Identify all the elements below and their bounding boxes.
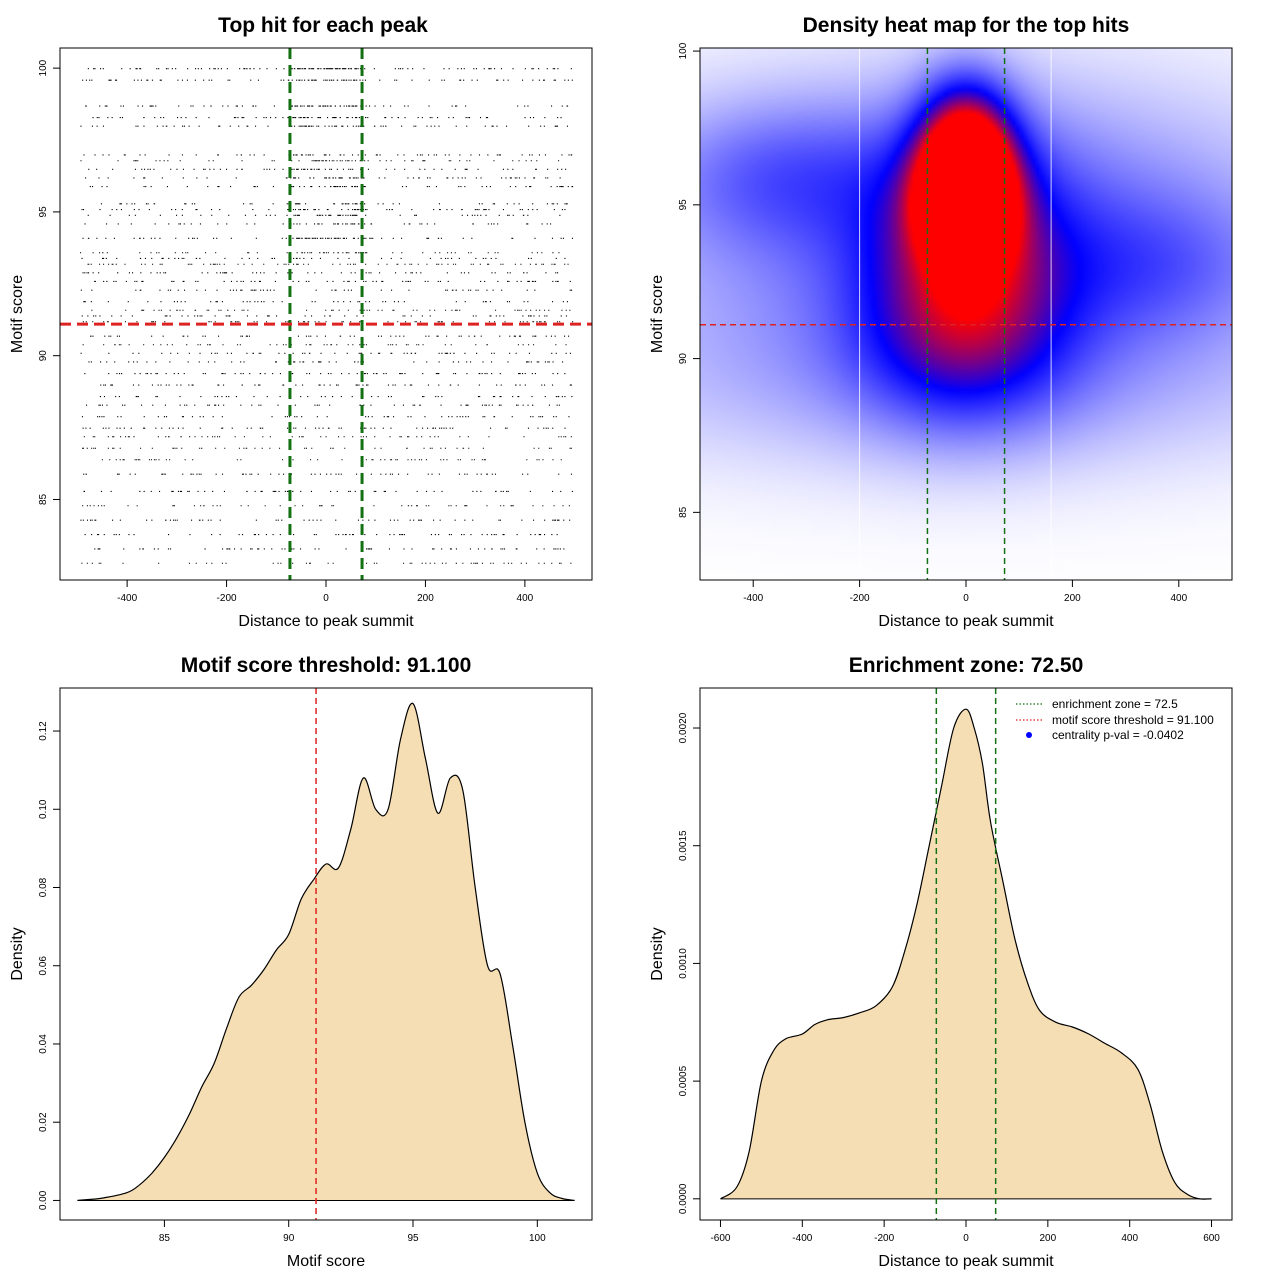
p-3-xtick-label: 200 (1040, 1233, 1057, 1244)
p-2-xtick-label: 95 (407, 1233, 419, 1244)
legend: enrichment zone = 72.5 motif score thres… (1016, 697, 1214, 742)
p-2-ytick-label: 0.12 (38, 721, 49, 741)
p-0-ytick-label: 100 (38, 59, 49, 76)
heatmap-ylabel: Motif score (649, 275, 666, 353)
heatmap-reference-lines (700, 48, 1232, 580)
score-density-title: Motif score threshold: 91.100 (181, 654, 472, 677)
p-1-ytick-label: 90 (678, 353, 689, 365)
heatmap-raster (700, 48, 1232, 580)
p-0-xtick-label: 200 (417, 593, 434, 604)
p-1-ytick-label: 95 (678, 199, 689, 211)
p-0-xtick-label: -400 (117, 593, 137, 604)
scatter-xlabel: Distance to peak summit (238, 613, 414, 630)
p-3-xtick-label: 400 (1121, 1233, 1138, 1244)
p-3-xtick-label: 0 (963, 1233, 969, 1244)
score-density-axes: 85 90 95 100 0.00 0.02 0.04 0.06 0.08 0.10 0.12 (38, 721, 546, 1244)
legend-centrality-dot (1026, 732, 1032, 738)
heatmap-title: Density heat map for the top hits (803, 14, 1130, 37)
p-3-ytick-label: 0.0015 (678, 830, 689, 861)
score-density-plot (77, 688, 575, 1220)
panel-score-density: Motif score threshold: 91.100 Motif scor… (9, 654, 593, 1270)
p-2-ytick-label: 0.06 (38, 956, 49, 976)
legend-zone-label: enrichment zone = 72.5 (1052, 697, 1178, 711)
panel-heatmap: Density heat map for the top hits Distan… (649, 14, 1233, 630)
scatter-reference-lines (60, 48, 592, 580)
p-1-xtick-label: 400 (1170, 593, 1187, 604)
density-curve (77, 702, 575, 1201)
panel-scatter: Top hit for each peak Distance to peak s… (9, 14, 593, 630)
heatmap-xlabel: Distance to peak summit (878, 613, 1054, 630)
p-3-ytick-label: 0.0010 (678, 948, 689, 979)
p-2-xtick-label: 85 (159, 1233, 171, 1244)
p-3-xtick-label: -400 (792, 1233, 812, 1244)
p-2-ytick-label: 0.00 (38, 1190, 49, 1210)
density-area (720, 709, 1212, 1200)
scatter-title: Top hit for each peak (218, 14, 428, 37)
distance-density-axes: -600 -400 -200 0 200 400 600 0.0000 0.0005 0.0010… (678, 712, 1220, 1244)
scatter-ylabel: Motif score (9, 275, 26, 353)
panel-distance-density: Enrichment zone: 72.50 Distance to peak … (649, 654, 1233, 1270)
heatmap-canvas (700, 48, 1232, 580)
p-1-xtick-label: -200 (850, 593, 870, 604)
score-density-ylabel: Density (9, 927, 26, 980)
scatter-axes: -400 -200 0 200 400 85 90 95 100 (38, 59, 534, 604)
distance-density-plot (720, 688, 1212, 1220)
p-1-xtick-label: 0 (963, 593, 969, 604)
p-2-ytick-label: 0.08 (38, 877, 49, 897)
p-1-xtick-label: -400 (743, 593, 763, 604)
p-3-xtick-label: -600 (710, 1233, 730, 1244)
p-2-ytick-label: 0.02 (38, 1112, 49, 1132)
p-3-xtick-label: 600 (1203, 1233, 1220, 1244)
p-0-xtick-label: 400 (517, 593, 534, 604)
p-3-ytick-label: 0.0020 (678, 712, 689, 743)
p-2-ytick-label: 0.04 (38, 1034, 49, 1054)
legend-threshold-label: motif score threshold = 91.100 (1052, 713, 1214, 727)
distance-density-title: Enrichment zone: 72.50 (849, 654, 1084, 677)
p-3-ytick-label: 0.0000 (678, 1183, 689, 1214)
distance-density-ylabel: Density (649, 927, 666, 980)
p-0-ytick-label: 85 (38, 493, 49, 505)
p-1-ytick-label: 85 (678, 506, 689, 518)
p-1-xtick-label: 200 (1064, 593, 1081, 604)
p-0-xtick-label: -200 (217, 593, 237, 604)
p-3-ytick-label: 0.0005 (678, 1065, 689, 1096)
p-0-ytick-label: 95 (38, 206, 49, 218)
p-1-ytick-label: 100 (678, 42, 689, 59)
p-2-xtick-label: 90 (283, 1233, 295, 1244)
density-area (77, 703, 575, 1201)
p-3-xtick-label: -200 (874, 1233, 894, 1244)
p-2-xtick-label: 100 (529, 1233, 546, 1244)
p-0-xtick-label: 0 (323, 593, 329, 604)
distance-density-xlabel: Distance to peak summit (878, 1253, 1054, 1270)
score-density-plot-frame (59, 687, 593, 1221)
p-2-ytick-label: 0.10 (38, 799, 49, 819)
legend-centrality-label: centrality p-val = -0.0402 (1052, 728, 1184, 742)
heatmap-axes: -400 -200 0 200 400 85 90 95 100 (678, 42, 1188, 604)
p-0-ytick-label: 90 (38, 350, 49, 362)
density-curve (720, 708, 1212, 1200)
score-density-xlabel: Motif score (287, 1253, 365, 1270)
